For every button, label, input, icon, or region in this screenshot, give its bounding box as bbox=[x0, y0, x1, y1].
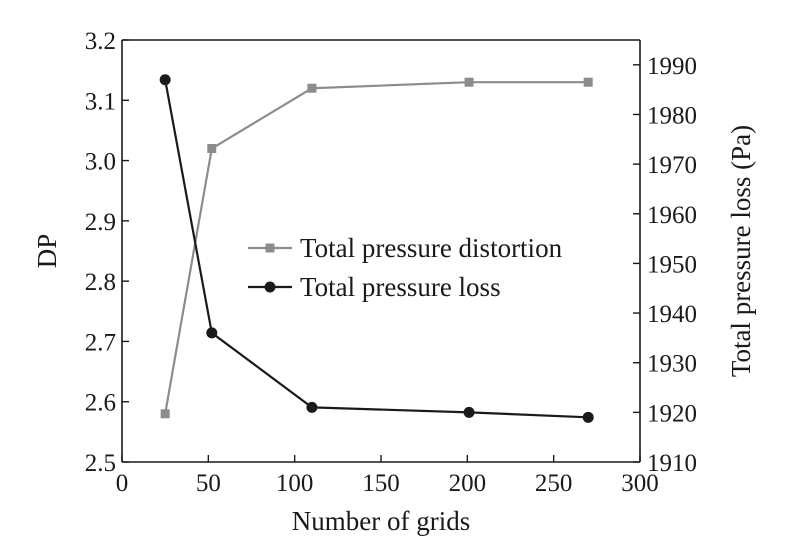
x-tick-label: 250 bbox=[535, 470, 573, 497]
y-right-tick-label: 1960 bbox=[647, 202, 697, 229]
data-point-distortion bbox=[464, 77, 474, 87]
x-tick-label: 0 bbox=[116, 470, 129, 497]
x-tick-label: 200 bbox=[449, 470, 487, 497]
y-axis-right-title: Total pressure loss (Pa) bbox=[726, 125, 756, 377]
y-left-tick-label: 3.0 bbox=[85, 149, 116, 176]
data-point-distortion bbox=[307, 83, 317, 93]
y-right-tick-label: 1970 bbox=[647, 152, 697, 179]
x-tick-label: 150 bbox=[362, 470, 400, 497]
y-right-tick-label: 1950 bbox=[647, 251, 697, 278]
x-axis-title: Number of grids bbox=[292, 506, 470, 536]
data-point-loss bbox=[159, 74, 171, 86]
axis-ticks bbox=[121, 39, 641, 463]
series-layer bbox=[159, 74, 594, 423]
y-left-tick-label: 3.1 bbox=[85, 88, 116, 115]
legend: Total pressure distortion Total pressure… bbox=[248, 233, 563, 302]
y-axis-left-title: DP bbox=[32, 234, 62, 269]
y-left-tick-label: 2.7 bbox=[85, 329, 116, 356]
axis-tick-labels: 0 50 100 150 200 250 300 2.5 2.6 2.7 2.8 2.9 3.0 3.1 3… bbox=[85, 28, 697, 497]
data-point-loss bbox=[306, 401, 318, 413]
y-right-tick-label: 1940 bbox=[647, 301, 697, 328]
x-tick-label: 300 bbox=[621, 470, 659, 497]
y-right-tick-label: 1990 bbox=[647, 53, 697, 80]
data-point-distortion bbox=[207, 144, 217, 154]
y-right-tick-label: 1910 bbox=[647, 450, 697, 477]
data-point-loss bbox=[582, 411, 594, 423]
data-point-distortion bbox=[160, 409, 170, 419]
y-left-tick-label: 2.6 bbox=[85, 390, 116, 417]
x-tick-label: 50 bbox=[196, 470, 221, 497]
y-right-tick-label: 1920 bbox=[647, 400, 697, 427]
data-point-loss bbox=[463, 406, 475, 418]
legend-label-loss: Total pressure loss bbox=[300, 272, 501, 302]
y-left-tick-label: 3.2 bbox=[85, 28, 116, 55]
y-right-tick-label: 1980 bbox=[647, 102, 697, 129]
data-point-loss bbox=[206, 327, 218, 339]
y-right-tick-label: 1930 bbox=[647, 351, 697, 378]
y-left-tick-label: 2.5 bbox=[85, 450, 116, 477]
legend-marker-distortion bbox=[265, 243, 275, 253]
legend-label-distortion: Total pressure distortion bbox=[300, 233, 563, 263]
legend-marker-loss bbox=[264, 281, 276, 293]
data-point-distortion bbox=[583, 77, 593, 87]
y-left-tick-label: 2.8 bbox=[85, 269, 116, 296]
y-left-tick-label: 2.9 bbox=[85, 209, 116, 236]
x-tick-label: 100 bbox=[276, 470, 314, 497]
